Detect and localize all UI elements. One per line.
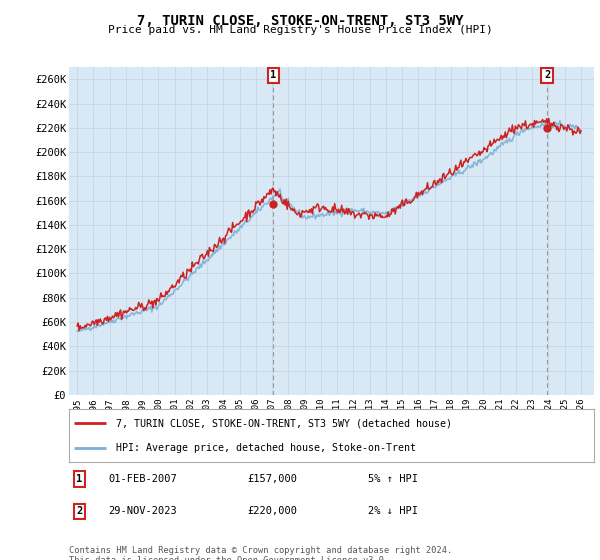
Text: 2: 2 (76, 506, 83, 516)
Text: HPI: Average price, detached house, Stoke-on-Trent: HPI: Average price, detached house, Stok… (116, 442, 416, 452)
Text: 2% ↓ HPI: 2% ↓ HPI (368, 506, 418, 516)
Text: £220,000: £220,000 (248, 506, 298, 516)
Text: 7, TURIN CLOSE, STOKE-ON-TRENT, ST3 5WY (detached house): 7, TURIN CLOSE, STOKE-ON-TRENT, ST3 5WY … (116, 418, 452, 428)
Text: 7, TURIN CLOSE, STOKE-ON-TRENT, ST3 5WY: 7, TURIN CLOSE, STOKE-ON-TRENT, ST3 5WY (137, 14, 463, 28)
Text: Contains HM Land Registry data © Crown copyright and database right 2024.
This d: Contains HM Land Registry data © Crown c… (69, 546, 452, 560)
Text: £157,000: £157,000 (248, 474, 298, 484)
Text: Price paid vs. HM Land Registry's House Price Index (HPI): Price paid vs. HM Land Registry's House … (107, 25, 493, 35)
Text: 1: 1 (271, 71, 277, 81)
Text: 01-FEB-2007: 01-FEB-2007 (109, 474, 177, 484)
Text: 1: 1 (76, 474, 83, 484)
Text: 29-NOV-2023: 29-NOV-2023 (109, 506, 177, 516)
Text: 5% ↑ HPI: 5% ↑ HPI (368, 474, 418, 484)
Text: 2: 2 (544, 71, 550, 81)
